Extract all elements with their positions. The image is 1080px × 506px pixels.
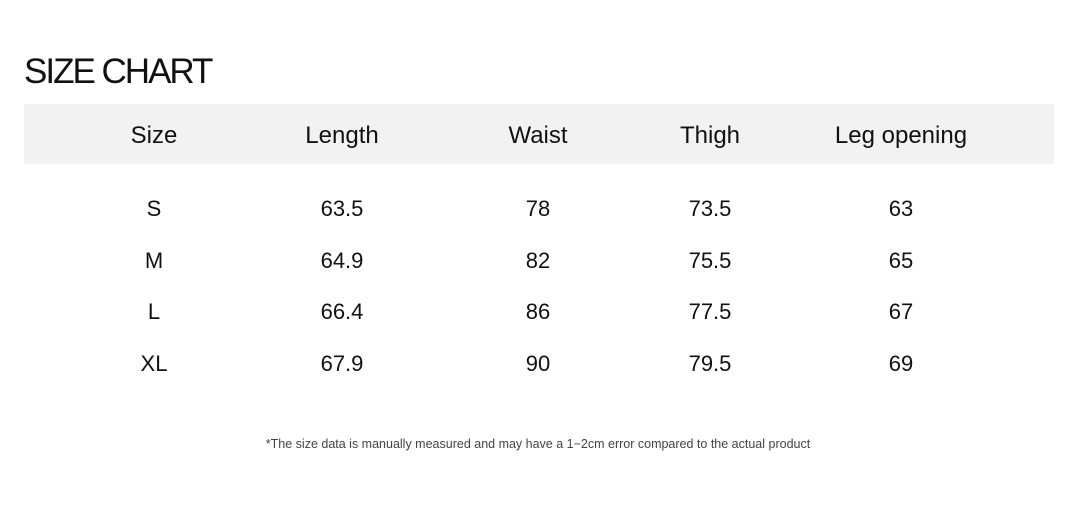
table-cell: 79.5 [688,351,732,377]
table-cell: 78 [525,196,551,221]
title: SIZE CHART [24,52,213,91]
table-cell: 77.5 [688,299,732,325]
table-cell: 64.9 [320,247,364,273]
table-cell: 90 [525,351,551,377]
table-cell: 86 [525,299,551,325]
header-cell: Waist [508,122,568,149]
table-cell: 75.5 [688,247,732,273]
table-cell: M [144,247,164,273]
table-cell: 65 [888,247,914,273]
table-cell: 63.5 [320,196,364,221]
header-cell: Size [130,122,178,149]
table-cell: 67.9 [320,351,364,377]
header-cell: Length [305,122,379,149]
table-cell: 66.4 [320,299,364,325]
table-cell: 82 [525,247,551,273]
header-band [24,104,1054,164]
table-cell: 63 [888,196,914,221]
table-cell: S [146,196,162,221]
table-cell: XL [140,351,168,377]
header-cell: Leg opening [834,122,968,149]
table-cell: 73.5 [688,196,732,221]
table-cell: 69 [888,351,914,377]
table-cell: L [147,299,161,325]
header-cell: Thigh [679,122,741,149]
table-cell: 67 [888,299,914,325]
footnote: *The size data is manually measured and … [265,437,811,451]
